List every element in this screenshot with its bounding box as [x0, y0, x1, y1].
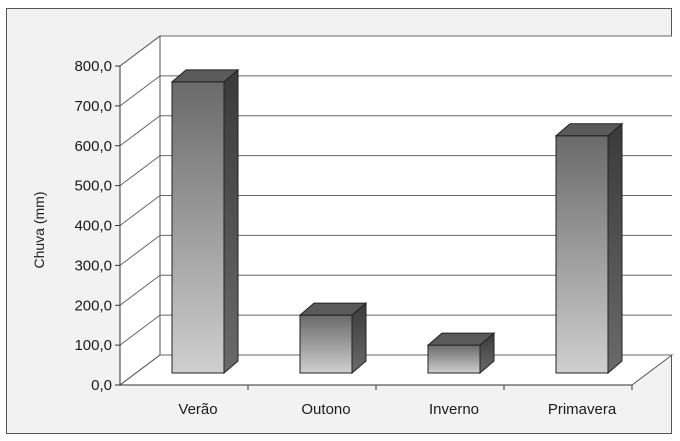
y-tick-label: 700,0 — [74, 98, 112, 115]
x-tick-label: Primavera — [548, 401, 617, 418]
bar-top — [170, 69, 240, 83]
gridline-side — [119, 354, 161, 386]
y-tick-label: 500,0 — [74, 178, 112, 195]
y-tick-label: 800,0 — [74, 58, 112, 75]
bar-primavera — [554, 122, 624, 375]
y-tick-label: 200,0 — [74, 297, 112, 314]
gridline-side — [119, 195, 161, 226]
bars — [170, 68, 624, 375]
bar-side — [223, 68, 239, 375]
gridline-side — [119, 155, 161, 187]
bar-top — [426, 332, 496, 346]
y-tick-label: 300,0 — [74, 257, 112, 274]
y-axis-ticks: 0,0 100,0 200,0 300,0 400,0 500,0 600,0 700,0 80… — [74, 58, 121, 394]
gridline-side — [119, 274, 161, 306]
x-tick-label: Inverno — [429, 401, 479, 418]
y-tick-label: 0,0 — [91, 377, 112, 394]
bar-front — [427, 344, 481, 374]
gridline-side — [119, 314, 161, 346]
y-tick-label: 400,0 — [74, 218, 112, 235]
bar-front — [299, 314, 353, 374]
bar-inverno — [426, 332, 496, 375]
bar-front — [171, 81, 225, 374]
x-tick-label: Verão — [178, 401, 217, 418]
y-axis-label: Chuva (mm) — [31, 191, 47, 268]
gridline-side — [119, 35, 161, 67]
bar-outono — [298, 302, 368, 375]
gridline-side — [119, 115, 161, 147]
y-tick-label: 100,0 — [74, 337, 112, 354]
gridline-side — [119, 75, 161, 107]
bar-top — [554, 123, 624, 137]
bar-verão — [170, 68, 240, 375]
x-axis-categories: Verão Outono Inverno Primavera — [120, 384, 633, 418]
bar-side — [607, 122, 623, 375]
bar-top — [298, 302, 368, 316]
bar-front — [555, 135, 609, 374]
y-tick-label: 600,0 — [74, 138, 112, 155]
gridline-side — [119, 234, 161, 266]
x-tick-label: Outono — [301, 401, 350, 418]
